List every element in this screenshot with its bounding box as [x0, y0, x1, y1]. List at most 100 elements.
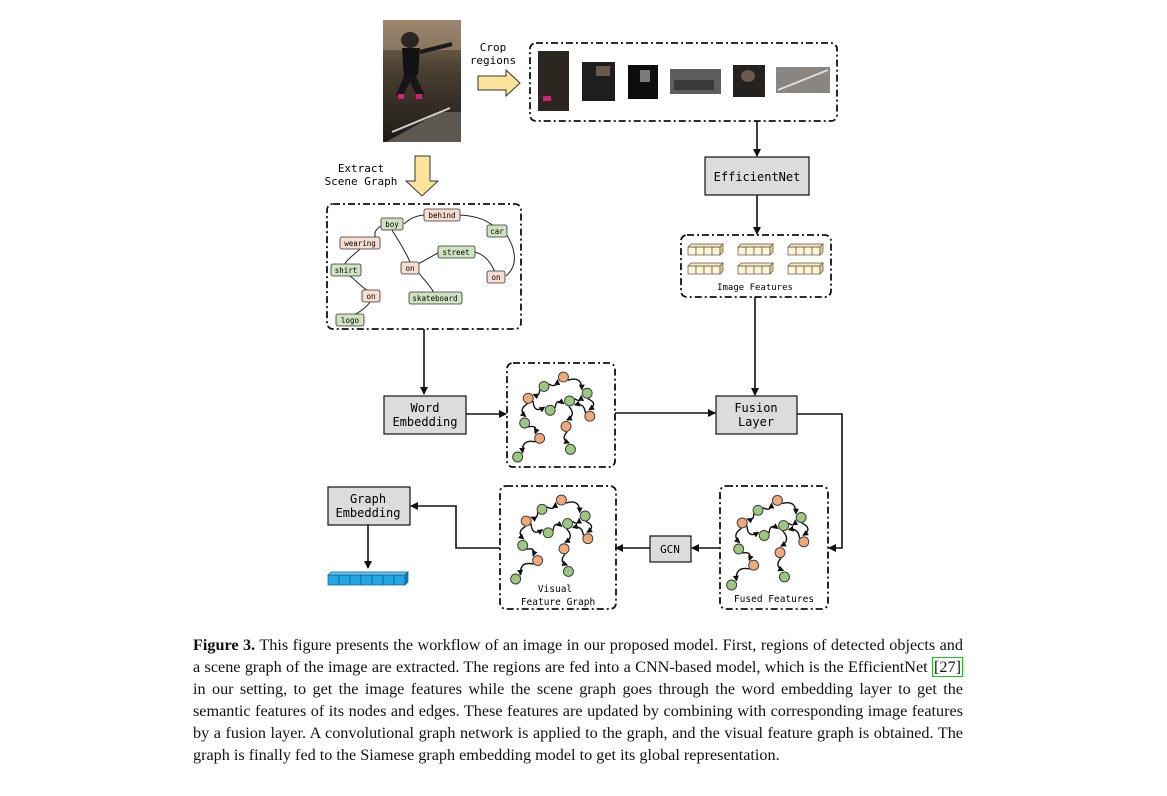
graph-edge	[746, 513, 755, 524]
graph-embedding-label-2: Embedding	[335, 506, 400, 520]
graph-edge	[528, 425, 540, 435]
graph-node	[519, 417, 531, 429]
graph-node	[771, 494, 783, 506]
graph-node	[795, 512, 807, 523]
fusion-label-2: Layer	[738, 415, 774, 429]
image-feature-blocks	[687, 243, 824, 275]
extract-label-1: Extract	[338, 162, 384, 175]
feature-block	[687, 243, 724, 256]
gcn-label: GCN	[660, 543, 680, 556]
feature-block	[787, 243, 824, 256]
scene-node-on-3: on	[361, 289, 381, 303]
graph-edge	[573, 400, 587, 413]
svg-text:boy: boy	[385, 220, 399, 229]
graph-node	[733, 543, 745, 555]
visual-graph-label-1: Visual	[538, 584, 572, 595]
graph-edge	[801, 522, 809, 536]
crop-regions-box	[529, 42, 838, 122]
graph-node	[536, 503, 548, 515]
scene-graph-box	[326, 203, 522, 330]
efficientnet-label: EfficientNet	[714, 170, 801, 184]
graph-edge	[762, 502, 775, 510]
embedding-top-face	[327, 571, 409, 576]
graph-node	[564, 395, 576, 407]
citation-link[interactable]: [27]	[932, 657, 964, 677]
graph-edge	[566, 405, 573, 421]
graph-edge	[768, 523, 779, 534]
graph-edge	[788, 519, 799, 526]
feature-block	[737, 262, 774, 275]
graph-node	[510, 573, 522, 585]
scene-node-skateboard: skateboard	[408, 291, 463, 305]
graph-edge	[565, 501, 583, 514]
scene-node-car: car	[486, 224, 508, 238]
graph-node	[726, 579, 738, 591]
graph-edge	[532, 400, 546, 413]
image-features-box	[680, 234, 832, 298]
graph-node	[736, 517, 748, 529]
svg-text:on: on	[405, 264, 414, 273]
figure-caption: Figure 3. This figure presents the workf…	[193, 634, 964, 766]
graph-edge	[571, 523, 585, 536]
graph-edge	[519, 440, 536, 454]
caption-text-after: in our setting, to get the image feature…	[193, 680, 963, 764]
graph-node	[534, 432, 546, 444]
graph-edge	[526, 548, 538, 557]
graph-edge	[733, 527, 742, 544]
graph-node	[557, 371, 569, 383]
embedding-cell	[349, 574, 362, 586]
graph-edge	[563, 431, 571, 444]
fusion-label-1: Fusion	[734, 401, 777, 415]
svg-text:on: on	[491, 273, 500, 282]
graph-edge	[519, 403, 528, 418]
efficientnet-box	[704, 156, 810, 196]
graph-edge	[780, 530, 788, 547]
scene-node-on-2: on	[486, 270, 506, 284]
svg-text:skateboard: skateboard	[412, 294, 457, 303]
graph-node	[544, 404, 556, 416]
graph-embedding-vector	[327, 571, 409, 586]
word-embedding-label-1: Word	[411, 401, 440, 415]
embedding-cell	[382, 574, 395, 586]
feature-block	[787, 262, 824, 275]
semantic-graph	[512, 371, 596, 463]
graph-node	[579, 510, 591, 522]
graph-edge	[572, 517, 583, 524]
fusion-layer-box	[715, 395, 798, 435]
graph-node	[542, 527, 554, 539]
graph-edge	[530, 512, 539, 522]
graph-node	[774, 547, 786, 559]
graph-node	[752, 504, 764, 516]
scene-graph-nodes: boy behind car wearing street shirt on	[330, 208, 508, 327]
feature-block	[687, 262, 724, 275]
graph-node	[778, 520, 790, 532]
graph-edge	[552, 520, 563, 531]
graph-edge	[564, 528, 571, 543]
graph-node	[558, 543, 570, 555]
semantic-graph-box	[506, 362, 616, 468]
svg-text:car: car	[490, 227, 504, 236]
graph-node	[582, 533, 594, 545]
graph-edge	[554, 398, 565, 408]
graph-edge	[585, 520, 593, 533]
workflow-figure: Crop regions EfficientNet Image Features…	[325, 20, 843, 610]
visual-feature-graph-box	[499, 485, 617, 610]
graph-node	[555, 494, 567, 506]
embedding-cell	[327, 574, 340, 586]
scene-node-shirt: shirt	[330, 263, 362, 277]
crop-label-2: regions	[470, 54, 516, 67]
graph-edge	[742, 552, 754, 562]
graph-edge	[517, 525, 526, 540]
svg-text:street: street	[442, 248, 469, 257]
scene-node-boy: boy	[380, 217, 404, 231]
graph-node	[748, 559, 760, 571]
embedding-cell	[371, 574, 384, 586]
svg-text:shirt: shirt	[335, 266, 358, 275]
graph-edge	[777, 557, 785, 572]
graph-edge	[787, 525, 801, 539]
gcn-box	[649, 535, 692, 563]
graph-node	[517, 539, 529, 551]
scene-node-logo: logo	[335, 313, 365, 327]
embedding-cell	[393, 574, 406, 586]
graph-edge	[532, 389, 541, 400]
